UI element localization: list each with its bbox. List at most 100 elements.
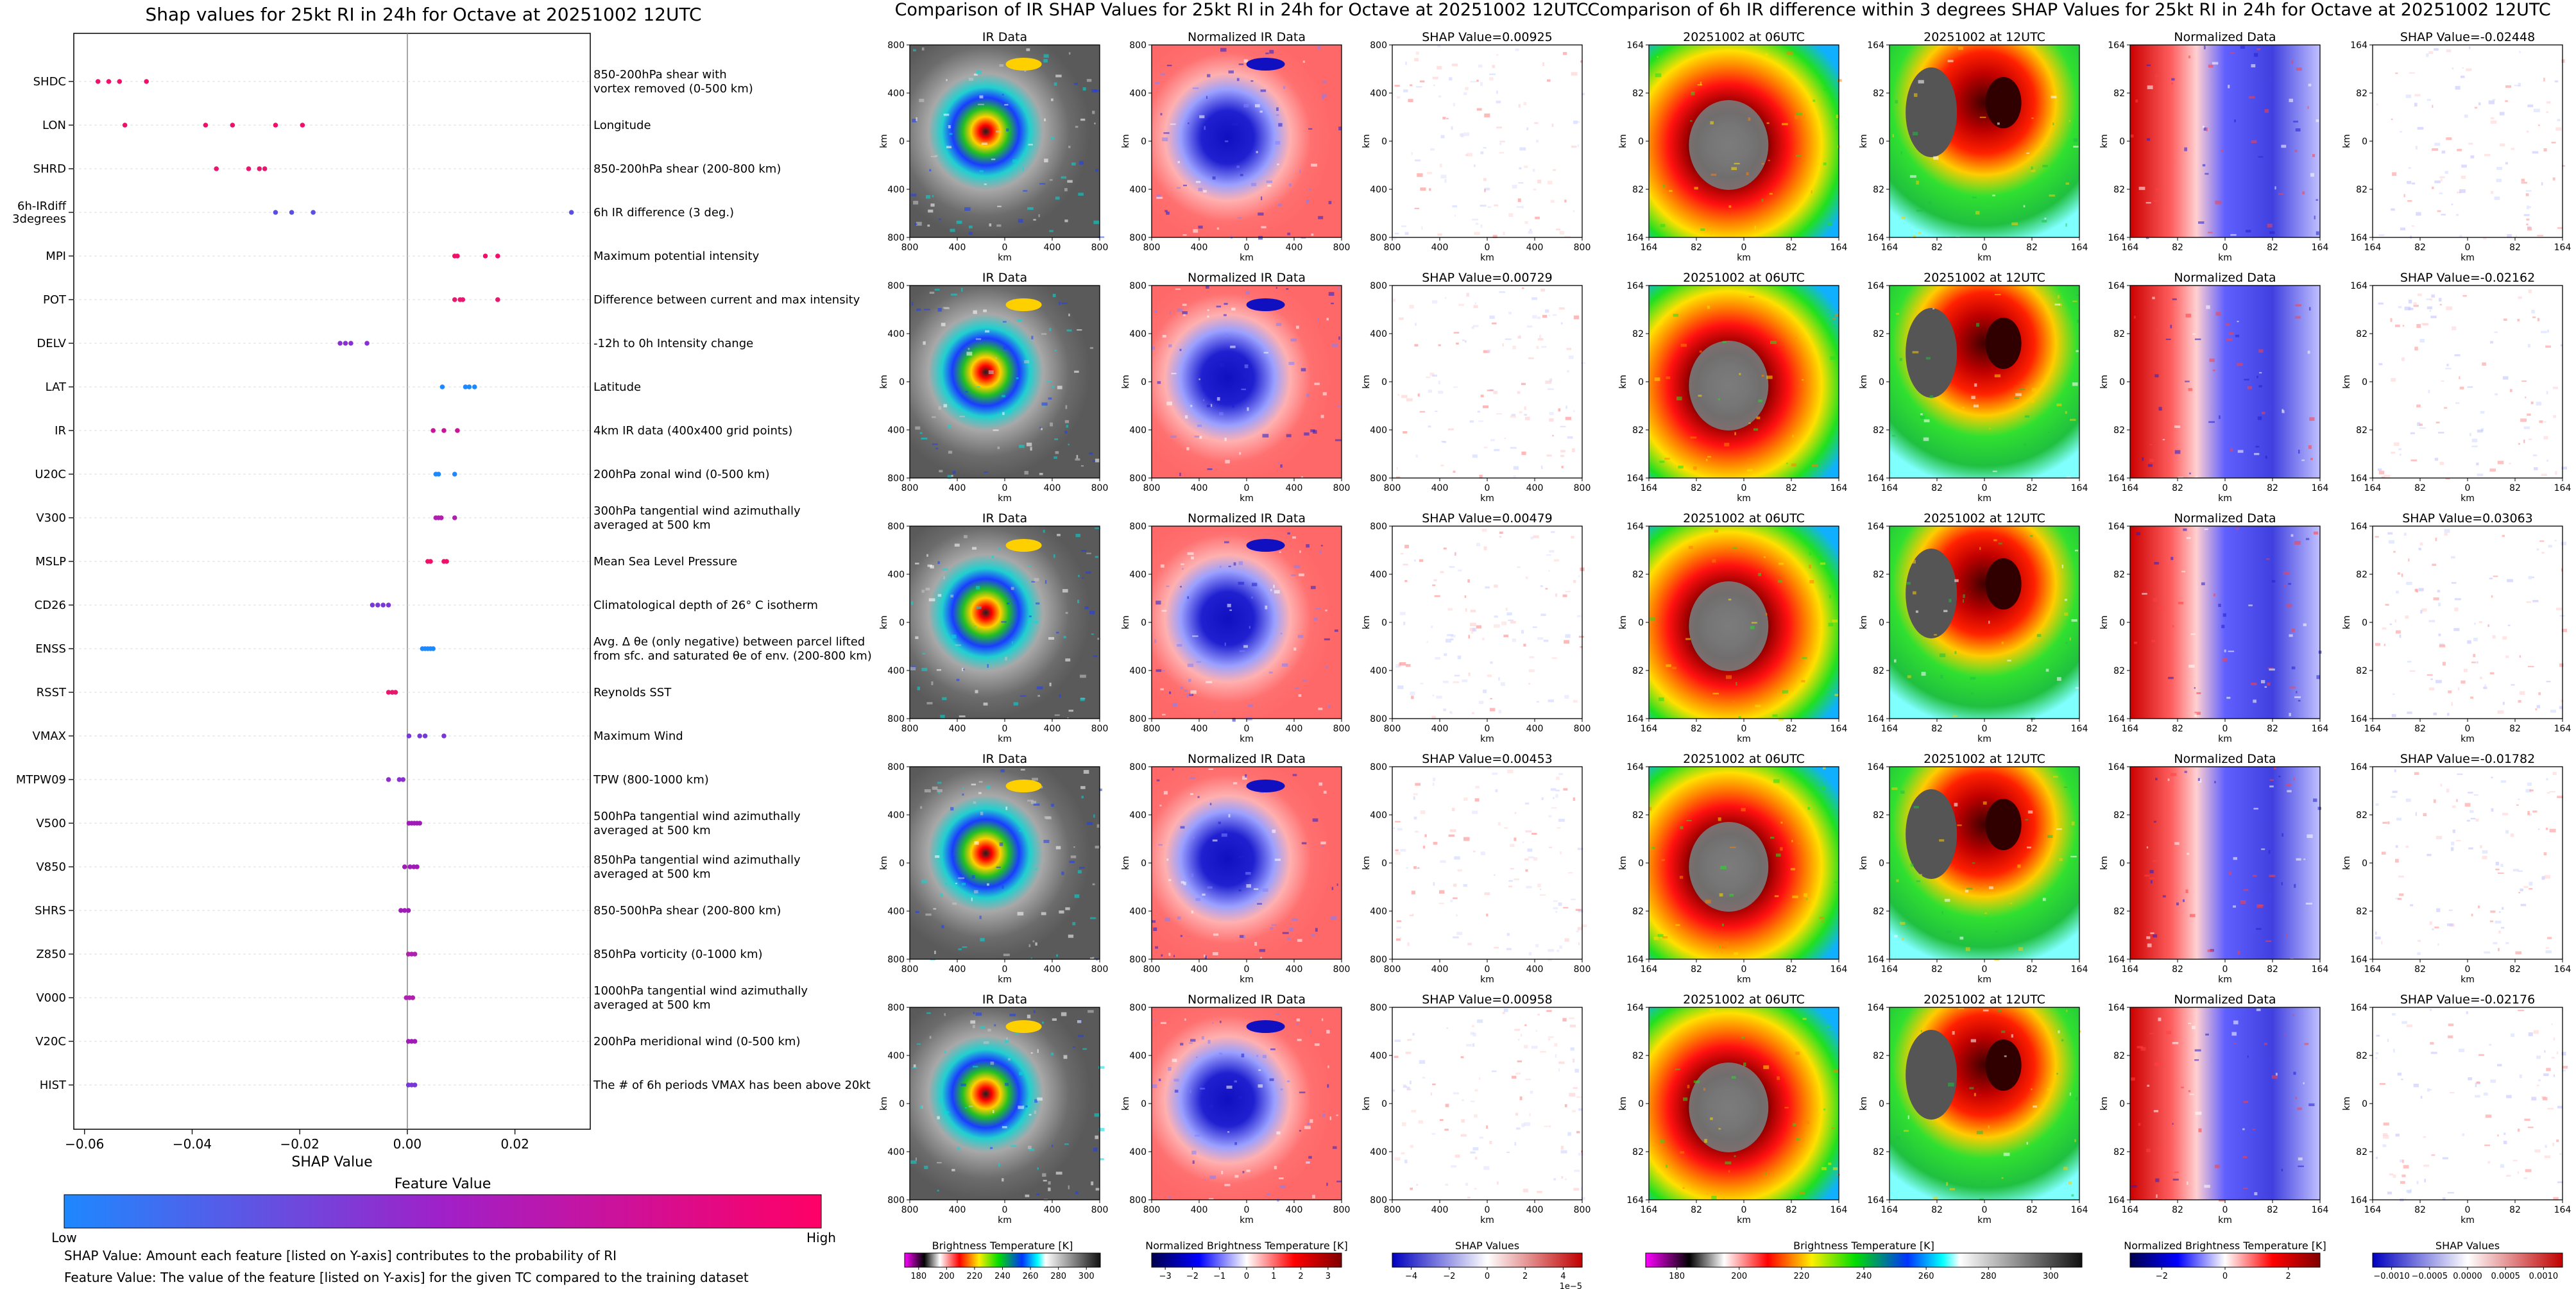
image-texture	[954, 543, 960, 547]
image-texture	[1739, 373, 1741, 375]
image-texture	[2061, 1039, 2064, 1042]
image-texture	[1520, 1034, 1523, 1037]
image-texture	[978, 103, 984, 105]
x-tick-label: 0	[2222, 483, 2228, 493]
image-texture	[1691, 91, 1695, 96]
image-texture	[1177, 160, 1181, 164]
y-tick-label: 800	[1129, 955, 1147, 965]
image-texture	[934, 289, 940, 291]
image-texture	[1531, 833, 1537, 835]
y-axis-label: km	[879, 615, 889, 629]
image-texture	[1099, 788, 1102, 791]
image-texture	[1526, 127, 1529, 131]
image-texture	[1721, 946, 1727, 949]
image-texture	[1565, 590, 1571, 593]
image-texture	[1558, 1068, 1560, 1071]
x-tick-label: 82	[2267, 1205, 2278, 1215]
image-texture	[1204, 954, 1206, 957]
image-texture	[1440, 175, 1447, 179]
image-texture	[1459, 133, 1463, 137]
image-texture	[1005, 128, 1009, 132]
image-texture	[2269, 779, 2274, 781]
colorbar-low-label: Low	[51, 1230, 76, 1245]
image-texture	[1243, 104, 1249, 108]
image-texture	[2375, 936, 2381, 940]
image-texture	[1274, 858, 1281, 861]
image-texture	[2473, 637, 2478, 642]
image-texture	[2026, 1141, 2028, 1145]
x-tick-label: 400	[1526, 1205, 1544, 1215]
image-texture	[1191, 556, 1194, 559]
image-texture	[1009, 572, 1011, 576]
image-texture	[1220, 1020, 1222, 1023]
image-texture	[2435, 835, 2442, 839]
colorbar-tick-label: 0	[2222, 1272, 2228, 1281]
image-texture	[2434, 180, 2441, 184]
image-texture	[2310, 457, 2313, 461]
image-texture	[1484, 113, 1490, 117]
image-texture	[1517, 1038, 1520, 1041]
image-texture	[2015, 393, 2022, 397]
image-texture	[2435, 422, 2440, 423]
image-texture	[2153, 200, 2159, 202]
shap-point	[95, 79, 101, 84]
image-texture	[1432, 782, 1435, 786]
image-texture	[1077, 1020, 1082, 1023]
image-texture	[1225, 333, 1229, 337]
image-texture	[1068, 710, 1073, 712]
y-tick-label: 82	[1632, 89, 1644, 99]
image-texture	[1295, 687, 1299, 689]
image-texture	[1306, 1161, 1310, 1164]
y-axis-label: km	[879, 375, 889, 389]
x-tick-label: 164	[1641, 964, 1658, 975]
image-texture	[1831, 1127, 1835, 1129]
storm-core-cloud	[1906, 308, 1958, 398]
image-texture	[1175, 288, 1181, 290]
image-texture	[2379, 1082, 2385, 1085]
y-tick-label: 800	[1129, 233, 1147, 243]
image-texture	[2398, 875, 2404, 878]
image-texture	[1483, 147, 1487, 149]
image-texture	[1480, 395, 1484, 398]
image-texture	[1329, 1116, 1332, 1120]
x-tick-label: 0	[2465, 964, 2471, 975]
x-tick-label: 0.00	[393, 1136, 422, 1152]
image-texture	[2502, 812, 2509, 815]
image-texture	[2430, 1052, 2437, 1054]
image-texture	[1795, 155, 1801, 157]
image-texture	[1194, 436, 1200, 438]
image-texture	[2429, 921, 2432, 925]
image-texture	[2442, 662, 2446, 666]
image-texture	[1099, 1158, 1104, 1161]
image-texture	[2437, 590, 2441, 593]
image-texture	[1972, 196, 1977, 198]
image-texture	[1028, 1114, 1032, 1116]
subplot-title: Normalized Data	[2174, 30, 2276, 44]
image-texture	[2446, 49, 2452, 53]
image-texture	[1559, 945, 1562, 949]
image-texture	[1093, 814, 1095, 818]
image-texture	[1267, 184, 1272, 187]
shap-point	[393, 690, 398, 695]
image-texture	[1505, 608, 1508, 611]
image-texture	[2405, 846, 2409, 848]
y-tick-label: 82	[1873, 907, 1884, 917]
image-texture	[2393, 442, 2400, 446]
image-texture	[1502, 343, 1504, 347]
image-texture	[1037, 1049, 1039, 1053]
image-texture	[1511, 1075, 1517, 1079]
image-texture	[2154, 374, 2159, 378]
x-tick-label: 82	[2509, 483, 2521, 493]
image-texture	[1326, 665, 1328, 669]
x-tick-label: 164	[2554, 964, 2572, 975]
image-texture	[1177, 644, 1182, 647]
image-texture	[2510, 833, 2514, 837]
image-texture	[1494, 624, 1500, 628]
image-texture	[1162, 670, 1165, 672]
subplot-title: SHAP Value=0.00729	[1422, 271, 1553, 285]
image-texture	[1171, 373, 1177, 375]
image-texture	[1460, 1134, 1467, 1137]
image-texture	[1276, 107, 1279, 111]
image-texture	[2387, 821, 2390, 824]
image-texture	[1432, 300, 1438, 304]
